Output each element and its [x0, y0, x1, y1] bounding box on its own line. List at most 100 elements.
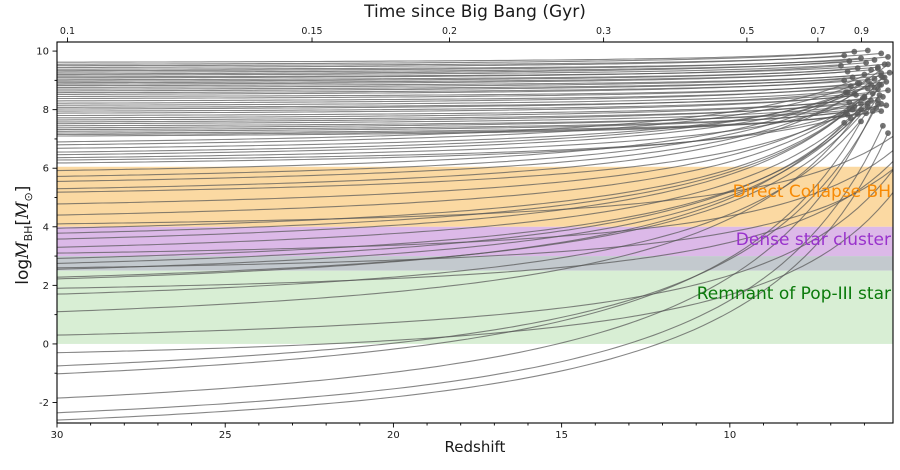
tracks-layer	[57, 47, 893, 421]
growth-track	[57, 113, 859, 313]
track-endpoint-dot	[863, 59, 869, 66]
y-axis-label-part: ]	[12, 185, 33, 193]
track-endpoint-dot	[885, 87, 891, 94]
track-endpoint-dot	[858, 55, 864, 61]
growth-track	[57, 89, 889, 108]
tick-label: 2	[43, 281, 49, 292]
growth-track	[57, 76, 885, 149]
track-endpoint-dot	[846, 58, 853, 64]
y-axis-label-part: M	[12, 201, 33, 219]
growth-track	[57, 60, 850, 75]
growth-track	[57, 122, 845, 280]
growth-track	[57, 85, 851, 104]
track-endpoint-dot	[883, 102, 890, 109]
growth-track	[57, 91, 848, 153]
track-endpoint-dot	[880, 122, 886, 129]
growth-track	[57, 54, 845, 69]
growth-track	[57, 79, 869, 177]
band-rect-2	[57, 256, 893, 271]
tick-label: 4	[43, 222, 49, 233]
growth-track	[57, 84, 882, 270]
track-endpoint-dot	[878, 70, 885, 76]
tick-label: 10	[36, 47, 49, 58]
band-label-remnant-pop-iii: Remnant of Pop-III star	[696, 283, 891, 304]
growth-track	[57, 169, 893, 336]
tick-label: 0.9	[854, 26, 869, 37]
tick-label: 0.2	[442, 26, 457, 37]
growth-track	[57, 121, 862, 375]
growth-track	[57, 112, 847, 240]
growth-track	[57, 100, 872, 259]
track-endpoint-dot	[841, 77, 848, 84]
growth-track	[57, 88, 868, 106]
track-endpoint-dot	[878, 81, 885, 88]
growth-track	[57, 87, 875, 205]
track-endpoint-dot	[846, 105, 853, 112]
tick-label: 0.7	[810, 26, 825, 37]
growth-track	[57, 103, 862, 193]
tick-label: 20	[387, 430, 400, 441]
growth-track	[57, 76, 853, 92]
track-endpoint-dot	[878, 108, 885, 114]
track-endpoint-dot	[883, 78, 890, 85]
track-endpoint-dot	[851, 48, 858, 55]
y-axis-label: logMBH[M⊙]	[13, 125, 35, 345]
growth-track	[57, 92, 873, 112]
track-endpoint-dot	[861, 93, 868, 100]
growth-track	[57, 97, 863, 119]
growth-track	[57, 72, 882, 190]
growth-track	[57, 63, 885, 78]
track-endpoint-dot	[886, 69, 893, 76]
track-endpoint-dot	[876, 92, 883, 98]
growth-track	[57, 93, 855, 182]
growth-track	[57, 106, 855, 129]
track-endpoint-dot	[858, 118, 864, 125]
tick-label: 0.3	[596, 26, 611, 37]
growth-track	[57, 149, 893, 254]
growth-track	[57, 62, 867, 76]
growth-track	[57, 79, 845, 95]
tick-label: 6	[43, 164, 49, 175]
track-endpoint-dot	[885, 54, 891, 60]
tick-label: 30	[51, 430, 64, 441]
growth-track	[57, 67, 858, 82]
band-label-direct-collapse-bh: Direct Collapse BH	[732, 182, 891, 203]
growth-track	[57, 109, 853, 164]
track-endpoint-dot	[878, 50, 885, 57]
track-endpoint-dot	[869, 108, 876, 114]
growth-track	[57, 168, 893, 269]
track-endpoint-dot	[885, 61, 891, 68]
growth-track	[57, 49, 868, 63]
tick-label: 8	[43, 105, 49, 116]
y-axis-label-part: log	[12, 258, 33, 285]
growth-track	[57, 71, 848, 85]
growth-track	[57, 132, 889, 421]
growth-track	[57, 51, 855, 65]
growth-track	[57, 84, 872, 156]
growth-track	[57, 103, 868, 125]
track-endpoint-dot	[849, 74, 856, 81]
track-endpoint-dot	[854, 111, 861, 117]
tick-label: -2	[39, 398, 49, 409]
growth-track	[57, 91, 846, 110]
growth-track	[57, 69, 872, 84]
growth-track	[57, 110, 874, 399]
tick-label: 10	[723, 430, 736, 441]
growth-track	[57, 96, 865, 234]
band-label-dense-star-cluster: Dense star cluster	[735, 229, 891, 250]
y-axis-label-part: [	[12, 218, 33, 226]
growth-track	[57, 65, 841, 79]
track-endpoint-dot	[875, 65, 881, 72]
track-endpoint-dot	[844, 68, 851, 75]
band-rect-0	[57, 166, 893, 227]
track-endpoint-dot	[838, 62, 844, 69]
tick-label: 15	[555, 430, 568, 441]
growth-track	[57, 103, 879, 367]
x-axis-label: Redshift	[444, 438, 506, 456]
growth-track	[57, 191, 893, 354]
track-endpoint-dot	[885, 130, 891, 137]
growth-track	[57, 88, 879, 248]
growth-track	[57, 82, 858, 146]
growth-track	[57, 101, 850, 123]
growth-track	[57, 125, 884, 414]
